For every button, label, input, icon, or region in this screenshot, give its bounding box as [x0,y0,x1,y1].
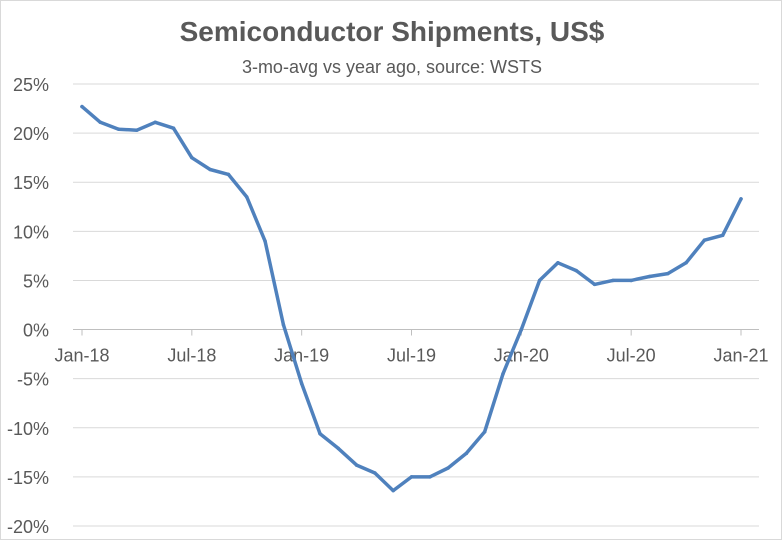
x-tick-label: Jan-20 [494,346,549,366]
data-point [739,197,743,201]
series-line [80,104,743,493]
data-point [428,475,432,479]
data-point [574,268,578,273]
y-tick-label: 0% [23,321,49,341]
y-tick-label: 10% [13,222,49,242]
data-point [446,466,450,470]
data-point [208,167,212,172]
chart-subtitle: 3-mo-avg vs year ago, source: WSTS [242,57,542,77]
data-point [299,381,304,386]
data-point [281,322,286,327]
data-point [226,172,231,177]
data-point [171,126,176,130]
data-point [409,475,414,479]
gridlines [73,83,759,527]
data-point [666,271,670,276]
data-point [245,195,249,199]
data-point [720,233,725,238]
data-point [464,451,469,456]
data-point [391,488,395,493]
data-point [647,274,652,279]
x-tick-label: Jan-19 [274,346,329,366]
y-tick-label: -20% [7,517,49,537]
data-point [354,463,359,467]
data-point [116,127,121,131]
x-tick-label: Jul-18 [167,346,216,366]
x-tick-label: Jan-18 [54,346,109,366]
y-tick-label: 15% [13,173,49,193]
y-tick-label: -15% [7,468,49,488]
x-tick-label: Jul-20 [607,346,656,366]
y-tick-label: 5% [23,271,49,291]
data-point [263,239,267,243]
y-axis-tick-labels: 25% 20% 15% 10% 5% 0% -5% -10% -15% -20% [7,75,49,537]
data-point [373,471,377,475]
x-axis-tick-marks [81,329,742,336]
y-tick-label: 25% [13,75,49,95]
y-tick-label: 20% [13,124,49,144]
y-tick-label: -5% [17,370,49,390]
data-point [501,372,505,376]
data-point [684,261,688,265]
data-point [592,282,597,287]
chart-title: Semiconductor Shipments, US$ [180,16,605,47]
data-point [611,278,615,283]
data-point [702,238,707,242]
y-tick-label: -10% [7,419,49,439]
data-point [537,278,542,283]
series-points [80,104,743,493]
data-point [519,327,524,332]
data-point [98,120,103,125]
data-point [336,446,341,451]
data-point [556,261,560,265]
data-point [135,128,139,132]
data-point [318,431,322,436]
x-tick-label: Jan-21 [713,346,768,366]
data-point [190,155,194,160]
data-point [629,278,633,283]
data-point [482,429,487,434]
data-point [80,104,84,109]
x-tick-label: Jul-19 [387,346,436,366]
x-axis-tick-labels: Jan-18 Jul-18 Jan-19 Jul-19 Jan-20 Jul-20 Jan-… [54,346,768,366]
data-point [153,120,157,125]
